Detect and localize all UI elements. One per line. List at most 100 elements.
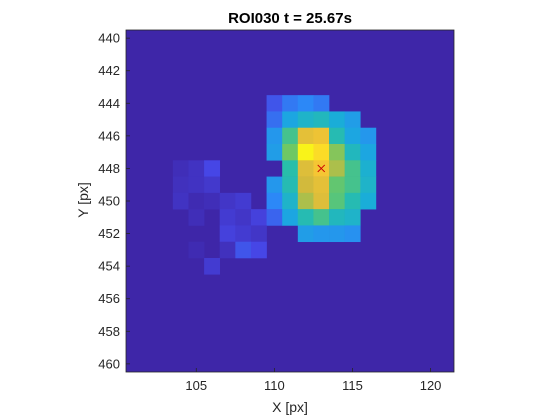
heatmap-cell (297, 95, 314, 112)
heatmap-cell (282, 127, 299, 145)
heatmap-cell (188, 176, 205, 194)
heatmap-cell (344, 160, 361, 177)
marker-stroke (317, 164, 326, 173)
x-tick-label: 115 (342, 378, 363, 393)
heatmap-cell (344, 176, 361, 194)
heatmap-cell (344, 111, 361, 129)
x-tick-label: 110 (264, 378, 285, 393)
heatmap-cell (282, 95, 299, 112)
x-axis-label: X [px] (272, 399, 308, 415)
heatmap-cell (204, 160, 221, 177)
heatmap-cell (297, 209, 314, 226)
heatmap-cell (172, 160, 189, 177)
heatmap-cell (360, 127, 377, 145)
heatmap-cell (250, 225, 267, 243)
y-tick-label: 460 (98, 356, 120, 371)
heatmap-cell (360, 192, 377, 210)
heatmap-cell (204, 258, 221, 275)
heatmap-cell (266, 111, 283, 129)
y-tick-label: 442 (98, 63, 120, 78)
heatmap-cell (188, 209, 205, 226)
heatmap-cell (297, 192, 314, 210)
heatmap-cell (313, 111, 330, 129)
heatmap-cell (344, 127, 361, 145)
heatmap-cell (329, 176, 345, 194)
peak-marker (317, 164, 326, 173)
heatmap-cell (344, 209, 361, 226)
heatmap-cell (235, 225, 252, 243)
heatmap-cell (313, 209, 330, 226)
heatmap-cell (329, 209, 345, 226)
heatmap-cell (313, 176, 330, 194)
y-tick-label: 454 (98, 259, 120, 274)
heatmap-cell (282, 192, 299, 210)
heatmap-cell (172, 192, 189, 210)
heatmap-cell (329, 111, 345, 129)
heatmap-cell (360, 160, 377, 177)
heatmap-cell (344, 144, 361, 161)
y-tick-label: 444 (98, 96, 120, 111)
heatmap-cell (250, 241, 267, 259)
heatmap-cell (282, 209, 299, 226)
heatmap-cell (313, 225, 330, 243)
heatmap-cell (282, 111, 299, 129)
heatmap-cell (188, 241, 205, 259)
heatmap-cell (344, 192, 361, 210)
heatmap-cell (282, 160, 299, 177)
heatmap-cell (360, 144, 377, 161)
heatmap-cell (282, 144, 299, 161)
heatmap-cell (329, 160, 345, 177)
heatmap-cell (188, 192, 205, 210)
heatmap-cell (219, 192, 236, 210)
heatmap-cell (250, 209, 267, 226)
heatmap-cell (297, 225, 314, 243)
y-tick-label: 446 (98, 128, 120, 143)
heatmap-cell (266, 209, 283, 226)
y-tick-label: 458 (98, 324, 120, 339)
heatmap-cell (297, 176, 314, 194)
heatmap-cell (235, 241, 252, 259)
heatmap-cell (329, 127, 345, 145)
heatmap-cell (313, 192, 330, 210)
heatmap-cell (219, 225, 236, 243)
heatmap-cell (329, 225, 345, 243)
y-tick-label: 450 (98, 194, 120, 209)
heatmap-cell (219, 241, 236, 259)
y-tick-label: 448 (98, 161, 120, 176)
y-tick-label: 440 (98, 31, 120, 46)
heatmap-cell (297, 111, 314, 129)
heatmap-cell (204, 176, 221, 194)
heatmap-cell (329, 192, 345, 210)
heatmap-cell (282, 176, 299, 194)
heatmap-cell (235, 192, 252, 210)
x-tick-label: 105 (185, 378, 207, 393)
x-axis: 105 110 115 120 (185, 368, 441, 393)
heatmap-cell (360, 176, 377, 194)
heatmap-cell (313, 127, 330, 145)
heatmap-cell (266, 192, 283, 210)
heatmap-cell (172, 176, 189, 194)
heatmap-cell (266, 95, 283, 112)
heatmap-cell (266, 144, 283, 161)
y-tick-label: 452 (98, 226, 120, 241)
heatmap-cell (313, 95, 330, 112)
heatmap-cell (344, 225, 361, 243)
heatmap-cell (204, 192, 221, 210)
heatmap-cell (313, 144, 330, 161)
heatmap-cell (297, 127, 314, 145)
y-axis-label: Y [px] (75, 182, 91, 218)
heatmap-cell (266, 176, 283, 194)
heatmap-cell (235, 209, 252, 226)
chart-title: ROI030 t = 25.67s (228, 10, 352, 27)
heatmap-cell (188, 160, 205, 177)
x-tick-label: 120 (420, 378, 442, 393)
y-axis: 440 442 444 446 448 450 452 454 456 458 460 (98, 31, 130, 371)
heatmap-cell (329, 144, 345, 161)
heatmap-cell (297, 160, 314, 177)
heatmap-cells (125, 29, 455, 373)
heatmap-cell (297, 144, 314, 161)
heatmap-cell (266, 127, 283, 145)
heatmap-cell (219, 209, 236, 226)
y-tick-label: 456 (98, 291, 120, 306)
